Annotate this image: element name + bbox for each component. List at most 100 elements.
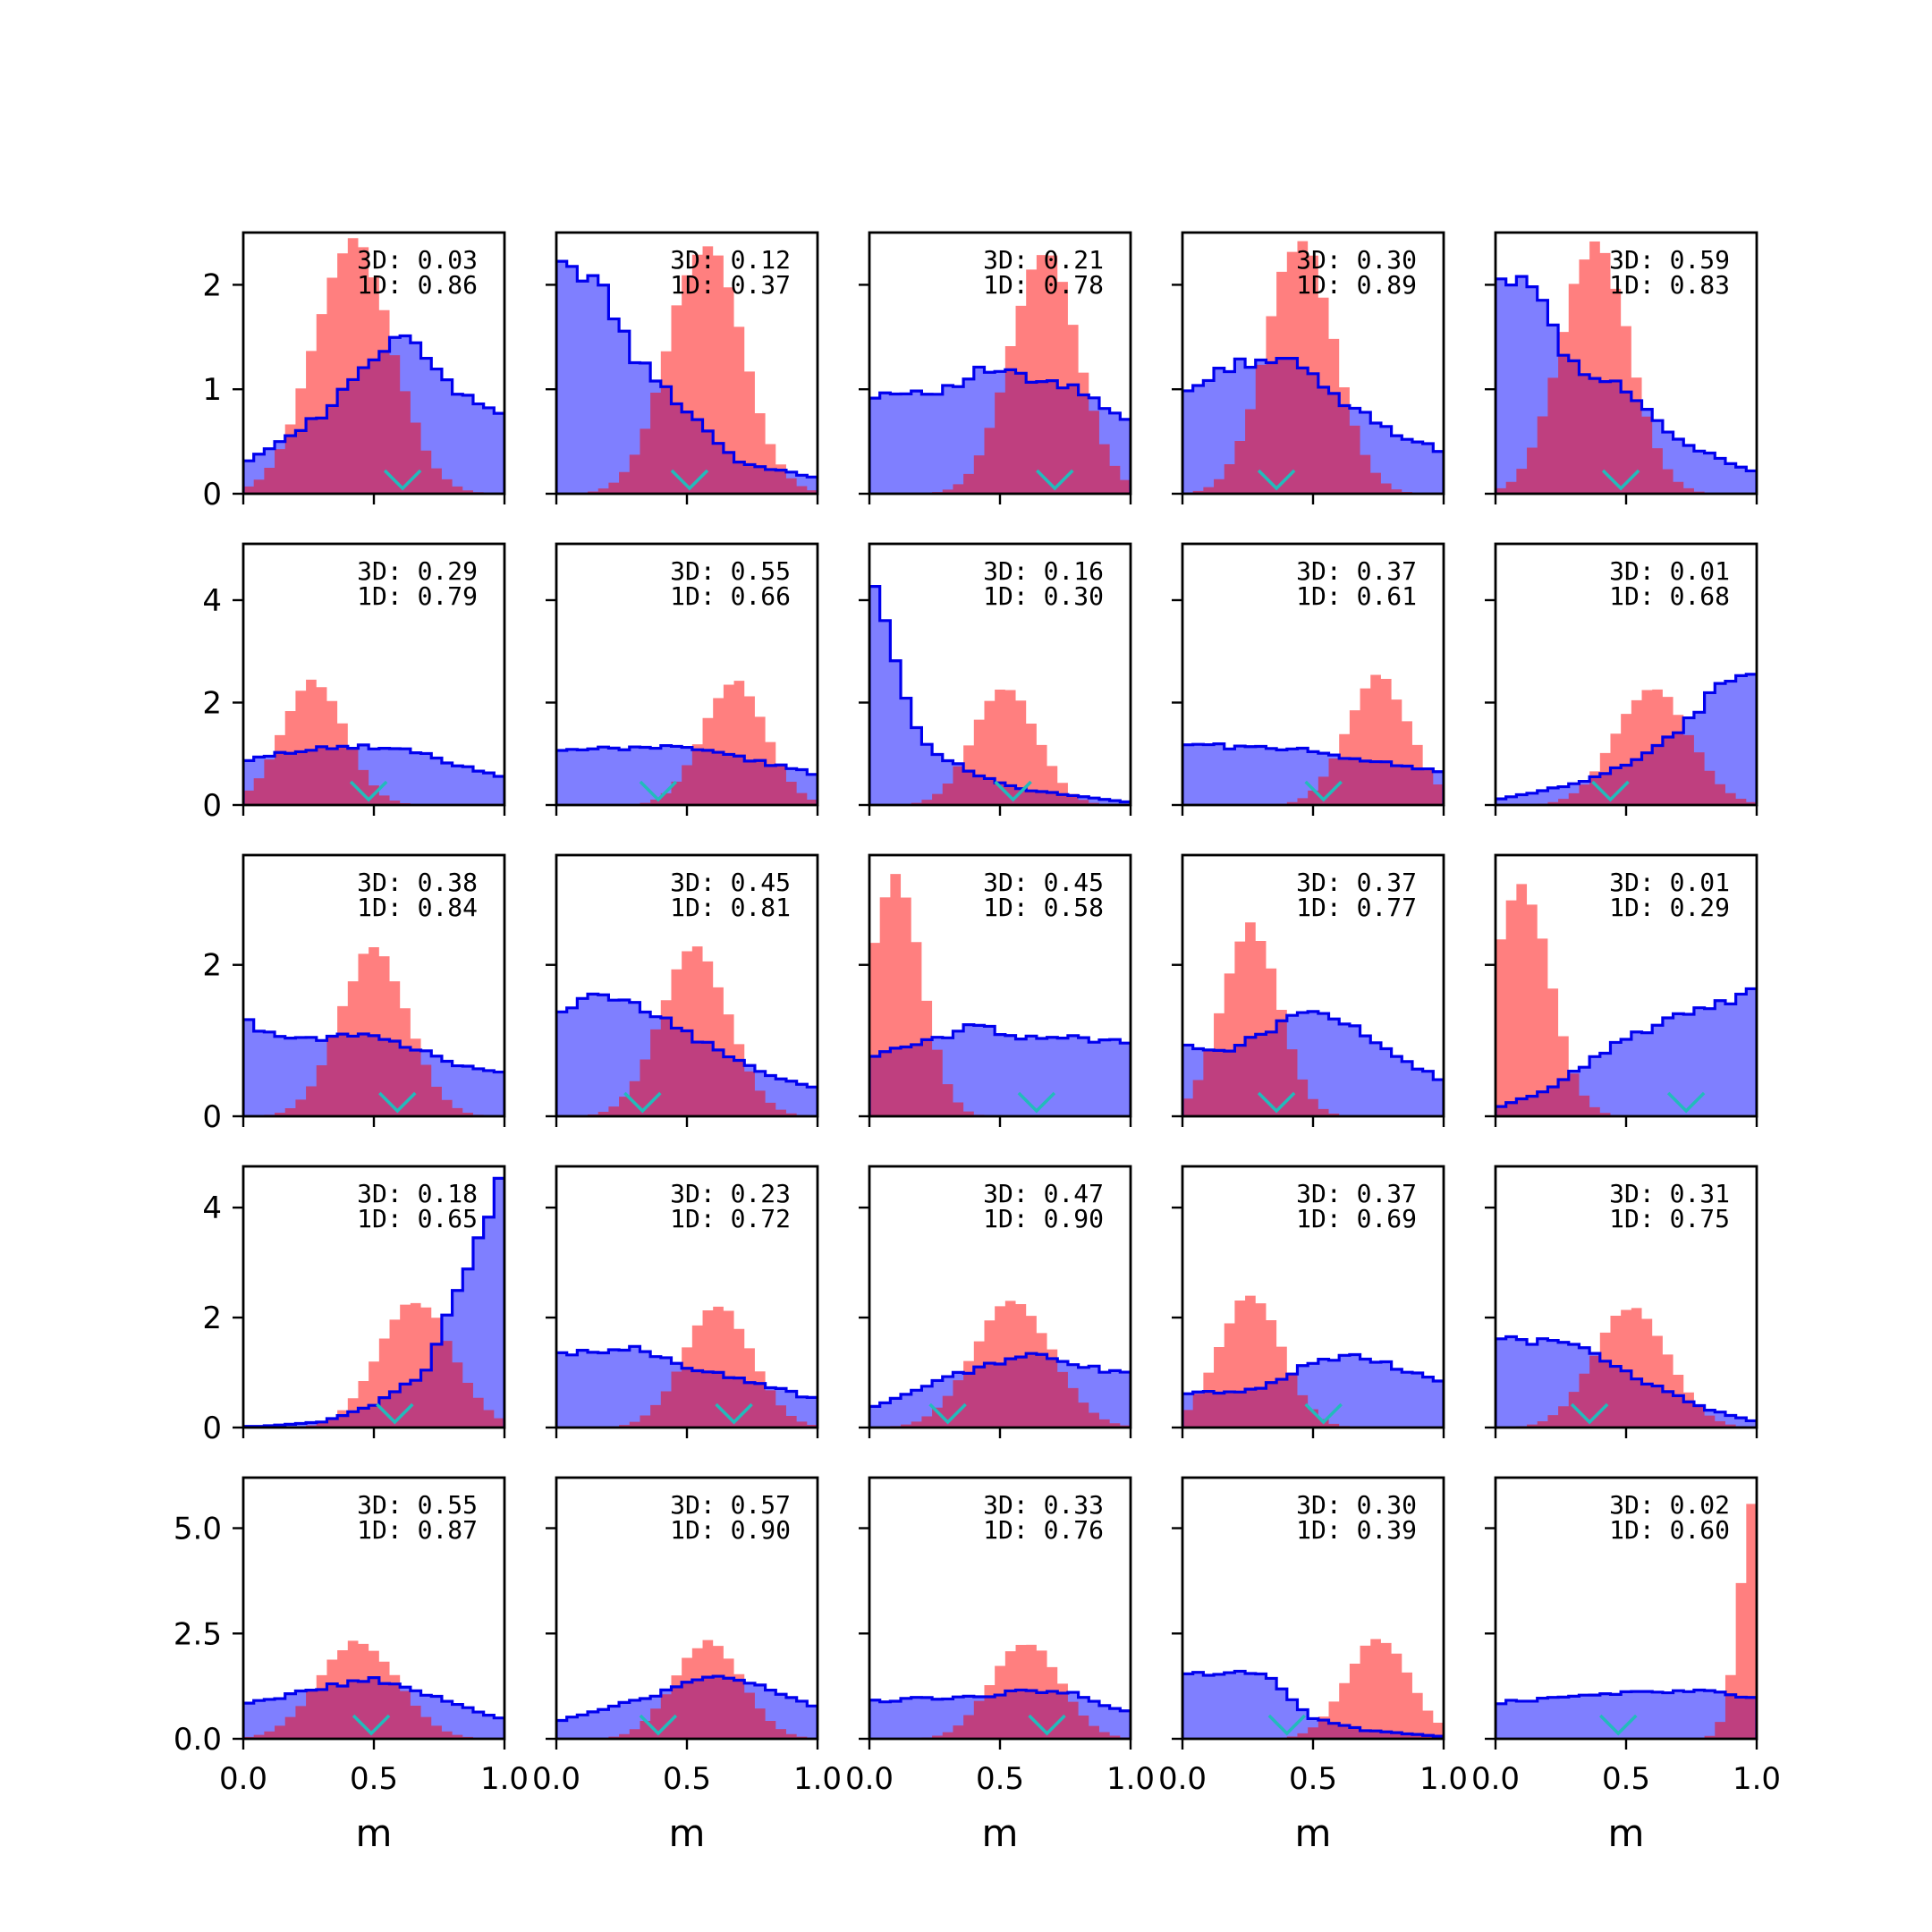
blue-histogram-edge: [243, 743, 504, 805]
x-tick-label: 0.0: [1158, 1761, 1207, 1797]
blue-histogram-edge: [556, 743, 818, 805]
red-histogram: [869, 255, 1131, 494]
red-histogram: [1182, 922, 1444, 1116]
annotation-1d: 1D: 0.87: [357, 1515, 478, 1545]
marker: [715, 1402, 753, 1425]
annotation-3d: 3D: 0.30: [1296, 245, 1417, 275]
annotation-1d: 1D: 0.58: [983, 893, 1104, 922]
blue-histogram-edge: [1496, 987, 1757, 1116]
y-tick-label: 2: [202, 267, 222, 303]
annotation-1d: 1D: 0.68: [1609, 581, 1730, 611]
red-histogram: [1182, 241, 1444, 494]
x-tick-label: 1.0: [1419, 1761, 1468, 1797]
marker: [1017, 1091, 1056, 1114]
marker: [352, 1714, 391, 1736]
y-tick-label: 0: [202, 1099, 222, 1135]
annotation-3d: 3D: 0.59: [1609, 245, 1730, 275]
red-histogram: [1496, 1308, 1757, 1428]
marker: [383, 469, 422, 491]
blue-histogram-edge: [869, 1688, 1131, 1739]
y-tick-label: 5.0: [174, 1512, 222, 1547]
red-histogram: [243, 238, 504, 494]
annotation-3d: 3D: 0.30: [1296, 1490, 1417, 1520]
x-tick-label: 0.5: [1289, 1761, 1337, 1797]
y-tick-label: 0: [202, 477, 222, 513]
marker: [1028, 1714, 1066, 1736]
annotation-1d: 1D: 0.65: [357, 1204, 478, 1233]
blue-histogram-edge: [1496, 275, 1757, 494]
x-axis-label: m: [356, 1811, 393, 1855]
x-axis-label: m: [1608, 1811, 1645, 1855]
annotation-1d: 1D: 0.83: [1609, 270, 1730, 300]
annotation-1d: 1D: 0.90: [983, 1204, 1104, 1233]
blue-histogram-edge: [243, 1676, 504, 1739]
blue-histogram-edge: [556, 992, 818, 1116]
annotation-3d: 3D: 0.29: [357, 556, 478, 586]
x-axis-label: m: [982, 1811, 1019, 1855]
blue-histogram: [556, 261, 818, 494]
annotation-1d: 1D: 0.37: [670, 270, 791, 300]
red-histogram: [556, 681, 818, 805]
blue-histogram-edge: [1182, 1352, 1444, 1428]
marker: [1304, 1402, 1343, 1425]
annotation-3d: 3D: 0.37: [1296, 868, 1417, 897]
blue-histogram-edge: [1182, 1669, 1444, 1739]
annotation-3d: 3D: 0.55: [357, 1490, 478, 1520]
annotation-3d: 3D: 0.16: [983, 556, 1104, 586]
red-histogram: [1496, 1504, 1757, 1739]
y-tick-label: 4: [202, 583, 222, 619]
annotation-3d: 3D: 0.02: [1609, 1490, 1730, 1520]
marker: [1257, 469, 1296, 491]
x-tick-label: 0.0: [219, 1761, 267, 1797]
marker: [1036, 469, 1074, 491]
annotation-3d: 3D: 0.45: [983, 868, 1104, 897]
red-histogram: [1496, 689, 1757, 805]
x-axis-label: m: [669, 1811, 706, 1855]
blue-histogram-edge: [869, 365, 1131, 494]
red-histogram: [556, 246, 818, 494]
y-tick-label: 2: [202, 948, 222, 984]
marker: [1304, 780, 1343, 802]
annotation-1d: 1D: 0.66: [670, 581, 791, 611]
marker: [994, 780, 1032, 802]
y-tick-label: 0: [202, 788, 222, 824]
annotation-1d: 1D: 0.77: [1296, 893, 1417, 922]
x-axis-label: m: [1295, 1811, 1332, 1855]
x-tick-label: 0.5: [976, 1761, 1024, 1797]
annotation-3d: 3D: 0.38: [357, 868, 478, 897]
annotation-1d: 1D: 0.69: [1296, 1204, 1417, 1233]
marker: [928, 1402, 967, 1425]
blue-histogram-edge: [243, 1018, 504, 1116]
x-tick-label: 1.0: [793, 1761, 842, 1797]
y-tick-label: 4: [202, 1191, 222, 1226]
red-histogram: [869, 874, 1131, 1116]
blue-histogram-edge: [243, 334, 504, 494]
marker: [1267, 1714, 1307, 1736]
red-histogram: [243, 1640, 504, 1739]
x-tick-label: 1.0: [480, 1761, 529, 1797]
annotation-3d: 3D: 0.23: [670, 1179, 791, 1208]
annotation-1d: 1D: 0.89: [1296, 270, 1417, 300]
blue-histogram-edge: [869, 1023, 1131, 1116]
x-tick-label: 0.5: [350, 1761, 398, 1797]
annotation-1d: 1D: 0.79: [357, 581, 478, 611]
red-histogram: [243, 947, 504, 1116]
marker: [1666, 1091, 1706, 1114]
